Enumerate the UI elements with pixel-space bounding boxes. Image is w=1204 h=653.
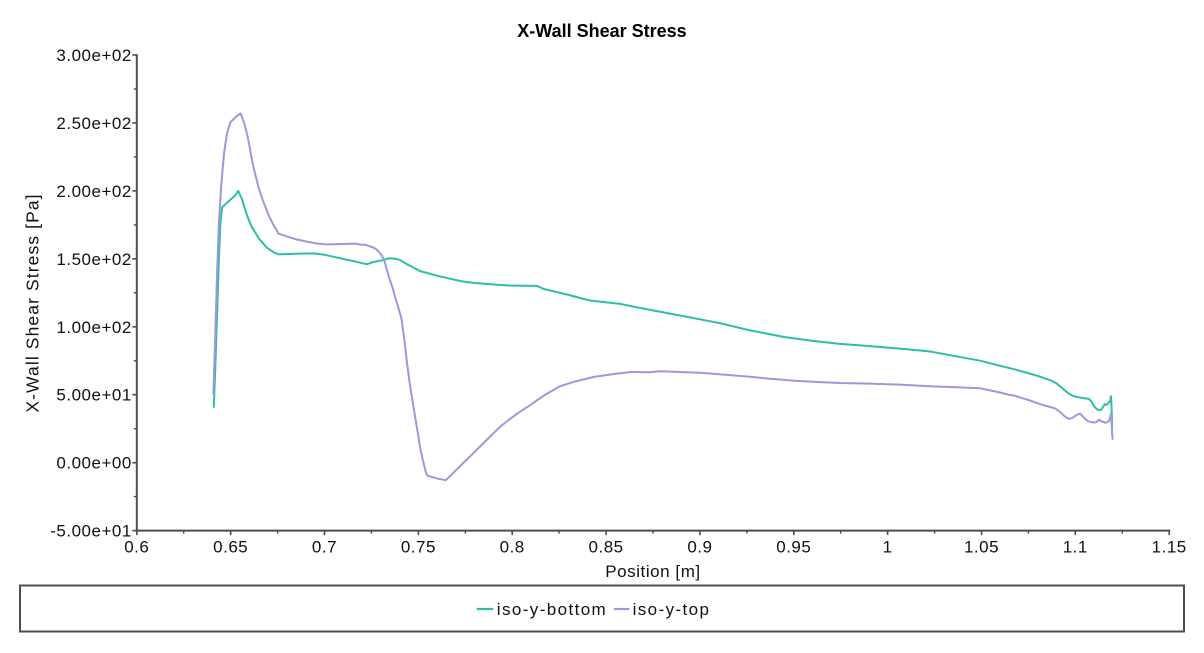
svg-text:1.1: 1.1 (1063, 537, 1088, 556)
svg-text:0.95: 0.95 (776, 537, 811, 556)
svg-text:0.85: 0.85 (589, 537, 624, 556)
svg-text:2.50e+02: 2.50e+02 (56, 114, 131, 133)
svg-text:iso-y-bottom: iso-y-bottom (497, 600, 607, 619)
svg-text:0.00e+00: 0.00e+00 (56, 454, 131, 473)
svg-text:0.8: 0.8 (500, 537, 525, 556)
svg-text:-5.00e+01: -5.00e+01 (50, 522, 132, 541)
svg-text:1.05: 1.05 (964, 537, 999, 556)
svg-text:3.00e+02: 3.00e+02 (56, 46, 131, 65)
svg-text:1.00e+02: 1.00e+02 (56, 318, 131, 337)
svg-text:0.75: 0.75 (401, 537, 436, 556)
svg-text:1.15: 1.15 (1152, 537, 1187, 556)
svg-text:1: 1 (883, 537, 893, 556)
svg-text:5.00e+01: 5.00e+01 (56, 386, 131, 405)
svg-text:iso-y-top: iso-y-top (633, 600, 711, 619)
svg-text:0.7: 0.7 (312, 537, 337, 556)
svg-text:X-Wall Shear Stress: X-Wall Shear Stress (517, 21, 686, 41)
svg-text:1.50e+02: 1.50e+02 (56, 250, 131, 269)
svg-text:Position [m]: Position [m] (605, 562, 700, 581)
svg-text:0.65: 0.65 (213, 537, 248, 556)
svg-text:0.9: 0.9 (687, 537, 712, 556)
svg-text:0.6: 0.6 (124, 537, 149, 556)
svg-text:2.00e+02: 2.00e+02 (56, 182, 131, 201)
svg-text:X-Wall Shear Stress [Pa]: X-Wall Shear Stress [Pa] (22, 193, 42, 412)
